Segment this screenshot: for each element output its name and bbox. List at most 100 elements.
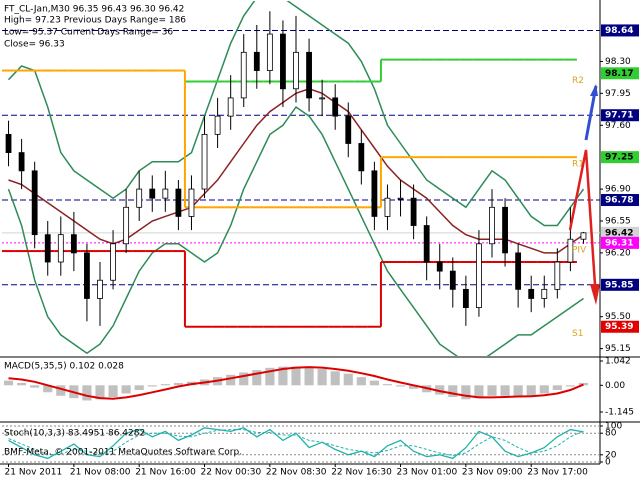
macd-bar	[448, 385, 458, 397]
macd-bar	[3, 380, 14, 386]
level-name: R2	[572, 76, 584, 86]
indicator-line	[7, 105, 584, 356]
candle-body	[227, 97, 234, 117]
macd-bar	[369, 380, 379, 386]
y-tick-label: 0.00	[605, 381, 625, 391]
stoch-line	[8, 427, 584, 460]
copyright: BMF-Meta. © 2001-2011 MetaQuotes Softwar…	[4, 448, 242, 458]
macd-bar	[121, 385, 131, 394]
macd-bar	[343, 373, 353, 386]
macd-bar	[304, 367, 314, 386]
candle-body	[253, 51, 260, 71]
level-label-box	[601, 278, 639, 291]
macd-bar	[173, 382, 183, 386]
level-name: S1	[572, 329, 583, 339]
level-name: PIV	[572, 245, 587, 255]
candle-body	[423, 225, 430, 263]
macd-bar	[252, 370, 262, 386]
macd-bar	[291, 366, 301, 386]
level-label: 96.42	[605, 228, 633, 238]
y-tick-label: 98.30	[605, 57, 631, 67]
macd-bar	[461, 385, 471, 400]
candle-body	[371, 170, 378, 217]
y-tick-label: 96.20	[605, 248, 631, 258]
level-label: 97.25	[605, 153, 633, 163]
macd-bar	[356, 377, 366, 386]
y-tick-label: 100	[605, 422, 622, 432]
candle-body	[97, 279, 103, 299]
candle-body	[436, 261, 443, 272]
level-label-box	[601, 320, 639, 333]
y-tick-label: 97.95	[605, 89, 631, 99]
red-arrow	[568, 149, 598, 301]
macd-bar	[147, 385, 157, 387]
macd-bar	[565, 385, 575, 387]
candle-body	[332, 97, 339, 117]
y-tick-label: 20	[605, 450, 617, 460]
blue-arrowhead	[590, 84, 598, 96]
candle-body	[567, 238, 574, 263]
macd-bar	[526, 385, 536, 396]
macd-bar	[43, 385, 53, 393]
candle-body	[462, 288, 469, 308]
candle-body	[201, 133, 208, 190]
candle-body	[502, 206, 508, 254]
macd-bar	[30, 385, 40, 388]
candle-body	[136, 188, 143, 208]
indicator-line	[7, 1, 585, 227]
level-label: 98.64	[605, 26, 633, 36]
macd-bar	[330, 371, 340, 386]
macd-bar	[539, 385, 549, 394]
x-tick-label: 21 Nov 2011	[5, 468, 63, 478]
candle-body	[214, 115, 221, 135]
x-tick-label: 22 Nov 16:30	[331, 468, 392, 478]
candle-body	[515, 252, 522, 290]
macd-bar	[513, 385, 523, 397]
level-label-box	[601, 151, 639, 164]
macd-bar	[134, 385, 144, 390]
stoch-line	[8, 429, 584, 457]
candle-body	[541, 288, 548, 299]
candle-body	[266, 33, 273, 71]
candle-body	[84, 252, 90, 299]
candle-body	[384, 197, 391, 217]
level-label: 98.17	[605, 69, 633, 79]
level-label-box	[601, 194, 639, 207]
candle-body	[110, 243, 116, 281]
level-label-box	[601, 109, 639, 122]
info-line: High= 97.23 Previous Days Range= 186	[4, 16, 186, 26]
macd-bar	[552, 385, 562, 390]
macd-bar	[317, 368, 327, 386]
candle-body	[57, 234, 64, 263]
macd-bar	[160, 384, 170, 386]
macd-bar	[278, 366, 288, 386]
macd-bar	[474, 385, 484, 399]
macd-bar	[382, 384, 393, 386]
level-label: 95.85	[605, 280, 633, 290]
level-label: 96.78	[605, 196, 633, 206]
candle-body	[280, 33, 286, 90]
candle-body	[44, 234, 51, 263]
y-tick-label: 96.90	[605, 185, 631, 195]
candle-body	[554, 261, 561, 290]
macd-bar	[395, 385, 406, 387]
candle-body	[5, 133, 12, 154]
candle-body	[31, 170, 38, 236]
macd-bar	[226, 374, 236, 386]
info-line: Close= 96.33	[4, 40, 65, 50]
macd-title: MACD(5,35,5) 0.102 0.028	[4, 362, 124, 372]
candle-body	[240, 51, 247, 99]
price-plot	[2, 1, 600, 356]
candle-body	[188, 188, 195, 217]
level-label-box	[601, 236, 639, 249]
level-label: 95.39	[605, 322, 633, 332]
x-tick-label: 22 Nov 00:30	[201, 468, 262, 478]
candle-body	[70, 234, 77, 254]
candle-body	[293, 51, 299, 90]
macd-bar	[409, 385, 419, 389]
candle-body	[149, 188, 156, 199]
macd-bar	[487, 385, 497, 396]
